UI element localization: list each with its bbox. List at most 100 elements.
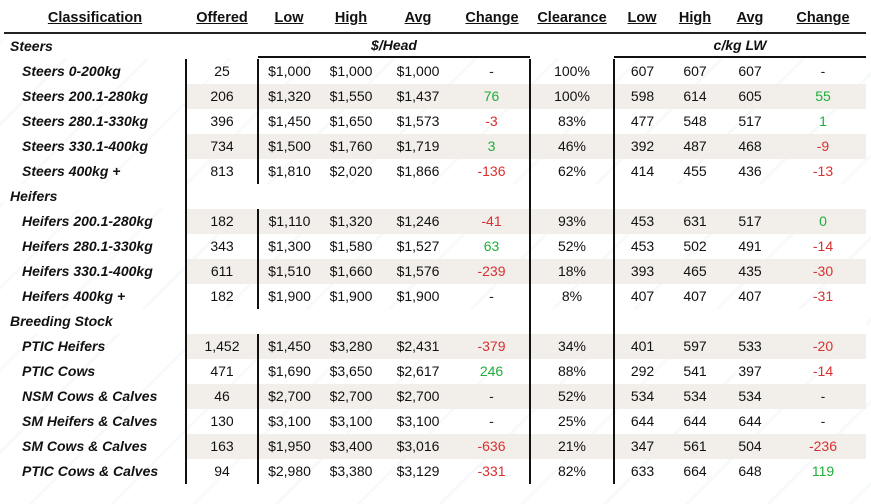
row-kg-change: -236	[780, 434, 866, 459]
row-classification: PTIC Heifers	[22, 338, 106, 354]
row-kg-low: 393	[614, 259, 670, 284]
row-classification: Steers 0-200kg	[22, 63, 121, 79]
table-row: Heifers 330.1-400kg 611 $1,510 $1,660 $1,576…	[4, 259, 866, 284]
row-kg-low: 392	[614, 134, 670, 159]
row-offered: 130	[185, 409, 258, 434]
row-kg-change: -	[820, 63, 826, 79]
row-offered: 813	[185, 159, 258, 184]
table-row: PTIC Cows 471 $1,690 $3,650 $2,617 246 88% 292 5…	[4, 359, 866, 384]
row-offered: 46	[185, 384, 258, 409]
spacer-cell	[185, 309, 530, 334]
section-title: Steers	[4, 33, 186, 59]
table-row: SM Cows & Calves 163 $1,950 $3,400 $3,016 -63…	[4, 434, 866, 459]
row-kg-high: 541	[683, 363, 707, 379]
row-classification: PTIC Cows & Calves	[22, 463, 159, 479]
row-low: $1,690	[257, 359, 320, 384]
unit-kg-cell: c/kg LW	[614, 33, 866, 59]
row-offered: 94	[185, 459, 258, 484]
row-kg-low: 534	[614, 384, 670, 409]
row-avg: $1,000	[396, 63, 440, 79]
row-avg: $1,573	[396, 113, 440, 129]
table-row: Steers 400kg + 813 $1,810 $2,020 $1,866 -136 6…	[4, 159, 866, 184]
row-change: -	[489, 288, 494, 304]
row-kg-high: 644	[683, 413, 707, 429]
row-change: -	[454, 384, 530, 409]
row-kg-high: 607	[683, 63, 707, 79]
row-kg-high: 664	[683, 463, 707, 479]
row-low: $1,950	[257, 434, 320, 459]
row-avg: $3,100	[396, 413, 440, 429]
row-offered: 182	[185, 209, 258, 234]
row-kg-change: 119	[811, 463, 835, 479]
row-offered: 1,452	[185, 334, 258, 359]
row-kg-avg: 504	[720, 434, 780, 459]
section-row: Breeding Stock	[4, 309, 866, 334]
row-offered: 611	[185, 259, 258, 284]
row-classification: Steers 200.1-280kg	[22, 88, 149, 104]
row-offered: 182	[185, 284, 258, 309]
table-row: Heifers 200.1-280kg 182 $1,110 $1,320 $1,246…	[4, 209, 866, 234]
col-high: High	[320, 4, 382, 34]
row-kg-change: -13	[812, 163, 834, 179]
row-change: -136	[477, 163, 506, 179]
row-low: $2,700	[257, 384, 320, 409]
spacer-cell	[529, 184, 615, 209]
table-row: PTIC Heifers 1,452 $1,450 $3,280 $2,431 -379 3…	[4, 334, 866, 359]
row-kg-change: -30	[780, 259, 866, 284]
row-high: $1,660	[320, 259, 382, 284]
row-classification: Steers 280.1-330kg	[22, 113, 149, 129]
row-clearance: 100%	[529, 59, 615, 84]
col-offered: Offered	[186, 4, 258, 34]
row-kg-high: 631	[670, 209, 720, 234]
row-classification: Heifers 400kg +	[22, 288, 126, 304]
row-clearance: 62%	[529, 159, 615, 184]
row-change: 76	[454, 84, 530, 109]
row-kg-avg: 491	[738, 238, 762, 254]
section-row: Steers $/Head c/kg LW	[4, 33, 866, 59]
row-high: $2,700	[320, 384, 382, 409]
row-clearance: 93%	[529, 209, 615, 234]
row-avg: $2,617	[396, 363, 440, 379]
row-kg-high: 407	[683, 288, 707, 304]
row-kg-change: -31	[812, 288, 834, 304]
row-kg-avg: 517	[720, 209, 780, 234]
section-row: Heifers	[4, 184, 866, 209]
row-avg: $1,900	[396, 288, 440, 304]
spacer-cell	[614, 184, 866, 209]
row-high: $1,900	[329, 288, 373, 304]
unit-head-cell: $/Head	[258, 33, 530, 59]
row-kg-change: -9	[780, 134, 866, 159]
table-row: PTIC Cows & Calves 94 $2,980 $3,380 $3,129 -3…	[4, 459, 866, 484]
row-kg-change: -14	[812, 363, 834, 379]
section-title: Heifers	[4, 184, 186, 209]
row-high: $3,400	[320, 434, 382, 459]
col-kg-low: Low	[614, 4, 670, 34]
row-kg-avg: 533	[720, 334, 780, 359]
row-offered: 734	[185, 134, 258, 159]
row-high: $1,000	[329, 63, 373, 79]
row-kg-low: 633	[630, 463, 655, 479]
row-high: $1,580	[329, 238, 373, 254]
row-offered: 343	[185, 234, 258, 259]
row-clearance: 82%	[529, 459, 615, 484]
spacer-cell	[530, 33, 614, 59]
row-avg: $1,866	[396, 163, 440, 179]
row-kg-low: 453	[614, 209, 670, 234]
table-body: Steers $/Head c/kg LW Steers 0-200kg 25 $1,00…	[4, 33, 866, 484]
row-low: $3,100	[257, 409, 320, 434]
row-offered: 206	[185, 84, 258, 109]
row-kg-avg: 468	[720, 134, 780, 159]
spacer-cell	[614, 309, 866, 334]
row-kg-low: 414	[630, 163, 655, 179]
row-avg: $1,719	[382, 134, 454, 159]
row-low: $1,450	[257, 334, 320, 359]
row-clearance: 8%	[529, 284, 615, 309]
col-kg-high: High	[670, 4, 720, 34]
row-kg-avg: 644	[738, 413, 762, 429]
row-high: $1,760	[320, 134, 382, 159]
row-kg-avg: 397	[738, 363, 762, 379]
table-row: Steers 280.1-330kg 396 $1,450 $1,650 $1,573 -…	[4, 109, 866, 134]
col-avg: Avg	[382, 4, 454, 34]
row-change: -3	[485, 113, 498, 129]
